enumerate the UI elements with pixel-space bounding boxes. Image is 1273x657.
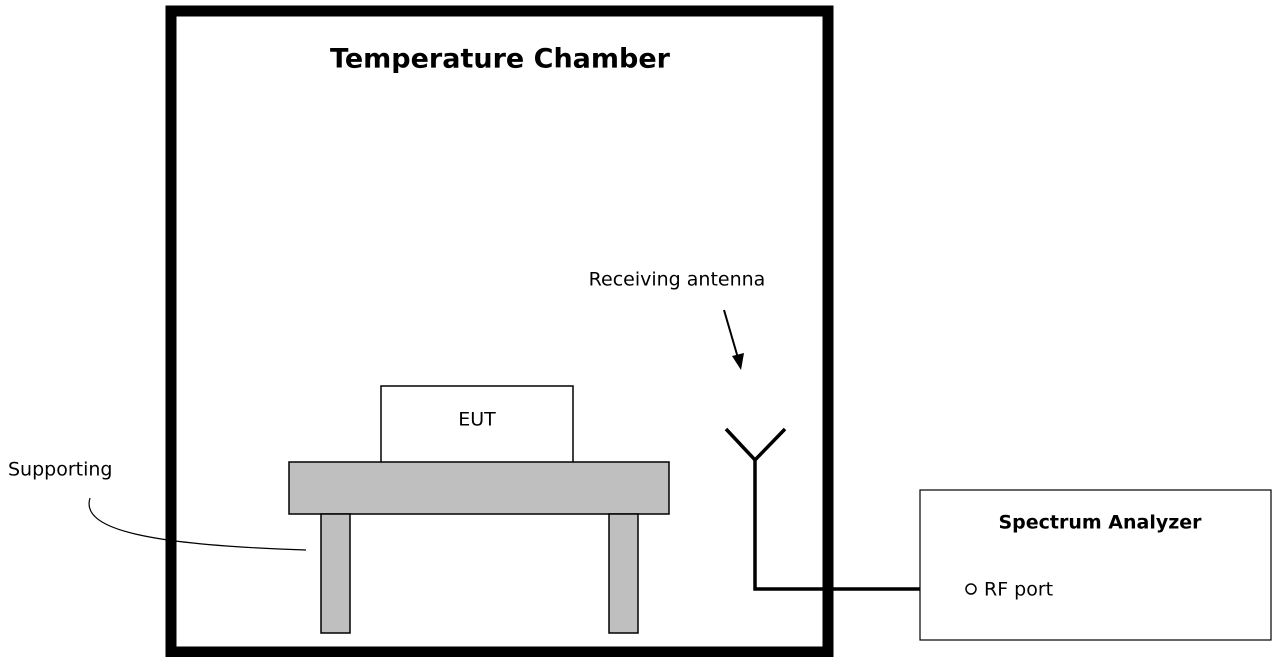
eut-label: EUT bbox=[458, 409, 496, 431]
analyzer-title: Spectrum Analyzer bbox=[998, 512, 1202, 534]
antenna-label: Receiving antenna bbox=[589, 269, 766, 291]
port-label: RF port bbox=[984, 579, 1053, 601]
antenna-cable bbox=[724, 427, 966, 591]
rf-port bbox=[965, 583, 977, 595]
table-leg bbox=[320, 513, 351, 634]
arrow-shaft bbox=[723, 309, 739, 359]
leader-line bbox=[88, 497, 307, 551]
table-top bbox=[288, 461, 670, 515]
table-leg bbox=[608, 513, 639, 634]
analyzer-box bbox=[919, 489, 1272, 641]
supporting-label: Supporting bbox=[8, 459, 113, 481]
chamber-wall bbox=[165, 5, 834, 657]
chamber-title: Temperature Chamber bbox=[330, 44, 671, 75]
arrow-head bbox=[732, 353, 744, 370]
